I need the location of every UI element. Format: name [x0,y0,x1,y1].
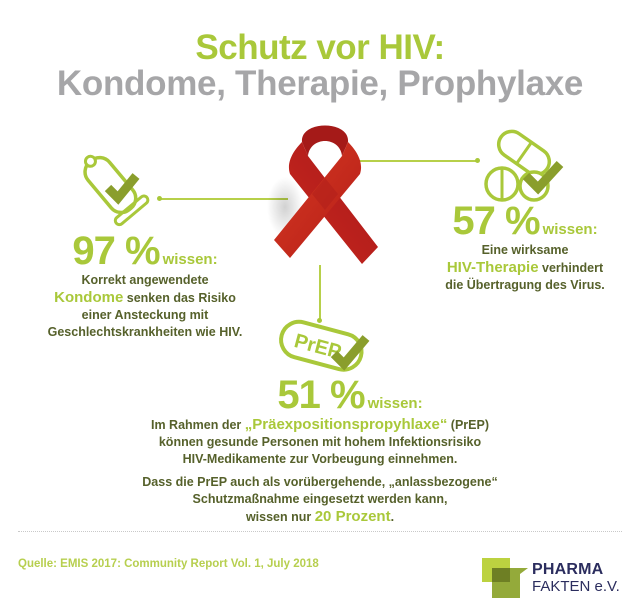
stat-kondome-line2: Kondome senken das Risiko [20,289,270,307]
stat-prep-para2-line3: wissen nur 20 Prozent. [120,508,520,526]
stat-prep-line2: können gesunde Personen mit hohem Infekt… [158,435,482,449]
stat-prep-para2-line2: Schutzmaßnahme eingesetzt werden kann, [192,492,448,506]
footer-separator [18,531,622,532]
connector-left [160,198,288,200]
stat-kondome-line1: Korrekt angewendete [81,273,209,287]
stat-therapie-highlight: HIV-Therapie [446,259,539,276]
stat-kondome-percent: 97 % [72,229,160,273]
red-ribbon-icon [260,112,390,272]
stat-prep-highlight: „Präexpositionspropyhlaxe“ [244,416,448,433]
stat-prep-para2-highlight: 20 Prozent [314,508,391,525]
stat-kondome-highlight: Kondome [54,289,124,306]
stat-prep-line1: Im Rahmen der „Präexpositionspropyhlaxe“… [120,416,520,434]
stat-therapie-line1: Eine wirksame [481,243,569,257]
stat-prep-line1-post: (PrEP) [447,418,490,432]
title-line-2: Kondome, Therapie, Prophylaxe [56,64,584,103]
logo-text-pharma: PHARMA [532,561,604,578]
stat-prep-para2-line3-post: . [390,510,395,524]
stat-kondome-line2-rest: senken das Risiko [123,291,236,305]
stat-prep-line1-pre: Im Rahmen der [150,418,245,432]
logo-text-fakten: FAKTEN e.V. [532,578,620,595]
prep-check-icon: PrEP [272,318,376,376]
stat-prep-text: Im Rahmen der „Präexpositionspropyhlaxe“… [120,416,520,526]
pills-check-icon [482,128,572,204]
stat-therapie-line2: HIV-Therapie verhindert [420,259,630,277]
stat-therapie: 57 % wissen: Eine wirksame HIV-Therapie v… [420,200,630,294]
stat-therapie-line2-rest: verhindert [538,261,604,275]
connector-left-dot [157,196,162,201]
stat-therapie-percent: 57 % [452,199,540,243]
stat-therapie-line3: die Übertragung des Virus. [445,278,605,292]
pharma-fakten-logo-icon [482,558,530,600]
stat-prep-wissen: wissen: [367,395,423,412]
connector-bottom [319,265,321,320]
stat-kondome: 97 % wissen: Korrekt angewendete Kondome … [20,230,270,341]
title-line-1: Schutz vor HIV: [195,28,445,67]
stat-prep-para2-line1: Dass die PrEP auch als vorübergehende, „… [142,475,498,489]
stat-kondome-line3: einer Ansteckung mit [81,308,209,322]
stat-prep: 51 % wissen: Im Rahmen der „Präexposition… [120,374,520,526]
connector-right-dot [475,158,480,163]
stat-prep-percent: 51 % [277,373,365,417]
stat-therapie-text: Eine wirksame HIV-Therapie verhindert di… [420,242,630,294]
condom-check-icon [70,148,160,230]
stat-prep-line3: HIV-Medikamente zur Vorbeugung einnehmen… [182,452,458,466]
connector-bottom-dot [317,318,322,323]
stat-prep-para2-line3-pre: wissen nur [245,510,315,524]
source-citation: Quelle: EMIS 2017: Community Report Vol.… [18,558,319,570]
stat-therapie-wissen: wissen: [542,221,598,238]
stat-kondome-text: Korrekt angewendete Kondome senken das R… [20,272,270,341]
connector-right [352,160,478,162]
stat-kondome-line4: Geschlechtskrankheiten wie HIV. [47,325,243,339]
stat-kondome-wissen: wissen: [162,251,218,268]
